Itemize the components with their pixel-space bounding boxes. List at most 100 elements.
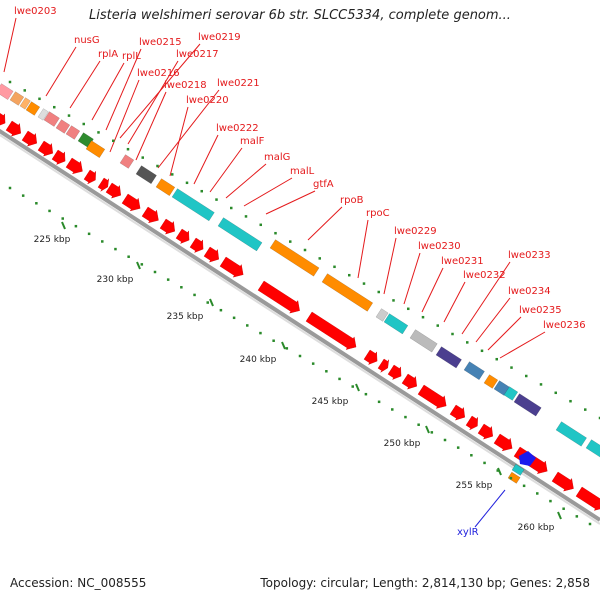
feature-box[interactable] — [269, 239, 320, 277]
cds-arrow[interactable] — [377, 358, 389, 373]
gene-label-lwe0215[interactable]: lwe0215 — [139, 37, 182, 48]
cds-arrow[interactable] — [401, 373, 417, 390]
feature-box[interactable] — [171, 188, 215, 222]
gene-label-lwe0233[interactable]: lwe0233 — [508, 250, 551, 261]
gene-label-lwe0217[interactable]: lwe0217 — [176, 49, 219, 60]
gene-label-lwe0229[interactable]: lwe0229 — [394, 226, 437, 237]
feature-box[interactable] — [55, 119, 71, 134]
feature-box[interactable] — [85, 140, 106, 159]
guide-dot — [215, 198, 218, 201]
leader-line — [169, 106, 189, 177]
gene-label-malg[interactable]: malG — [264, 152, 290, 163]
gene-label-lwe0222[interactable]: lwe0222 — [216, 123, 259, 134]
gene-label-lwe0235[interactable]: lwe0235 — [519, 305, 562, 316]
feature-box[interactable] — [321, 273, 374, 312]
gene-label-mall[interactable]: malL — [290, 166, 315, 177]
feature-box[interactable] — [585, 439, 600, 459]
guide-dot — [483, 461, 486, 465]
cds-arrow[interactable] — [551, 471, 574, 492]
leader-line — [243, 177, 293, 207]
feature-box[interactable] — [217, 217, 263, 252]
cds-arrow[interactable] — [477, 423, 493, 440]
gene-label-lwe0203[interactable]: lwe0203 — [14, 6, 57, 17]
guide-dot — [219, 308, 223, 312]
cds-arrow[interactable] — [575, 486, 600, 511]
gene-label-lwe0221[interactable]: lwe0221 — [217, 78, 260, 89]
xylR-arrow[interactable] — [519, 451, 536, 466]
cds-arrow[interactable] — [37, 140, 53, 157]
gene-label-rpob[interactable]: rpoB — [340, 195, 364, 206]
feature-box[interactable] — [383, 313, 409, 335]
gene-label-lwe0220[interactable]: lwe0220 — [186, 95, 229, 106]
guide-dot — [522, 484, 526, 488]
scale-tick-label: 240 kbp — [240, 355, 277, 365]
feature-box[interactable] — [409, 329, 438, 353]
feature-box[interactable] — [119, 154, 135, 169]
gene-label-rpla[interactable]: rplA — [98, 49, 118, 60]
gene-label-lwe0231[interactable]: lwe0231 — [441, 256, 484, 267]
gene-label-lwe0234[interactable]: lwe0234 — [508, 286, 551, 297]
feature-box[interactable] — [435, 346, 462, 369]
guide-dot — [67, 114, 71, 117]
feature-box[interactable] — [19, 97, 31, 110]
guide-dot — [141, 156, 144, 159]
cds-arrow[interactable] — [257, 280, 300, 314]
cds-arrow[interactable] — [141, 206, 159, 224]
gene-label-nusg[interactable]: nusG — [74, 35, 100, 46]
feature-box[interactable] — [43, 111, 60, 127]
cds-arrow[interactable] — [159, 218, 175, 235]
gene-label-lwe0236[interactable]: lwe0236 — [543, 320, 586, 331]
cds-arrow[interactable] — [363, 349, 378, 365]
cds-arrow[interactable] — [189, 237, 204, 253]
feature-box[interactable] — [0, 83, 14, 100]
cds-arrow[interactable] — [387, 364, 402, 380]
gene-label-lwe0218[interactable]: lwe0218 — [164, 80, 207, 91]
guide-dot — [364, 392, 368, 396]
cds-arrow[interactable] — [21, 130, 37, 147]
cds-arrow[interactable] — [105, 182, 121, 199]
feature-box[interactable] — [37, 108, 49, 121]
feature-box[interactable] — [25, 101, 41, 116]
cds-arrow[interactable] — [305, 311, 357, 350]
gene-label-xylr[interactable]: xylR — [457, 527, 479, 538]
feature-box[interactable] — [135, 165, 157, 185]
cds-arrow[interactable] — [493, 433, 513, 452]
gene-label-gtfa[interactable]: gtfA — [313, 179, 334, 190]
feature-box[interactable] — [513, 393, 542, 417]
scale-tick-label: 250 kbp — [384, 439, 421, 449]
feature-box[interactable] — [65, 125, 81, 140]
cds-arrow[interactable] — [219, 256, 244, 278]
gene-label-lwe0216[interactable]: lwe0216 — [137, 68, 180, 79]
cds-arrow[interactable] — [97, 177, 109, 192]
guide-dot — [348, 273, 351, 277]
feature-box[interactable] — [511, 463, 525, 476]
cds-arrow[interactable] — [5, 120, 21, 137]
cds-arrow[interactable] — [203, 246, 219, 263]
guide-dot — [8, 186, 12, 190]
cds-arrow[interactable] — [0, 112, 6, 126]
feature-box[interactable] — [463, 361, 485, 381]
gene-label-lwe0219[interactable]: lwe0219 — [198, 32, 241, 43]
cds-arrow[interactable] — [121, 193, 141, 212]
gene-label-lwe0232[interactable]: lwe0232 — [463, 270, 506, 281]
cds-arrow[interactable] — [449, 404, 465, 421]
feature-box[interactable] — [375, 308, 389, 322]
gene-label-rpoc[interactable]: rpoC — [366, 208, 390, 219]
cds-arrow[interactable] — [465, 415, 478, 431]
feature-box[interactable] — [155, 178, 176, 197]
cds-arrow[interactable] — [51, 149, 66, 165]
cds-arrow[interactable] — [83, 169, 96, 185]
cds-arrow[interactable] — [417, 384, 447, 409]
feature-box[interactable] — [483, 374, 499, 389]
gene-label-malf[interactable]: malF — [240, 136, 265, 147]
cds-arrow[interactable] — [175, 228, 190, 244]
cds-arrow[interactable] — [65, 157, 83, 175]
feature-box[interactable] — [503, 386, 519, 401]
feature-box[interactable] — [9, 91, 25, 106]
gene-label-rpll[interactable]: rplL — [122, 51, 141, 62]
feature-box[interactable] — [507, 471, 521, 484]
feature-box[interactable] — [555, 421, 587, 447]
gene-label-lwe0230[interactable]: lwe0230 — [418, 241, 461, 252]
guide-dot — [351, 385, 354, 388]
